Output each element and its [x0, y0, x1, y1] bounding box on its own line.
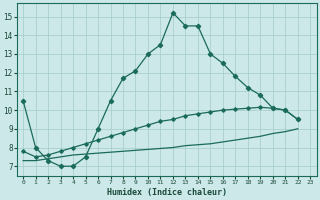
X-axis label: Humidex (Indice chaleur): Humidex (Indice chaleur) [107, 188, 227, 197]
